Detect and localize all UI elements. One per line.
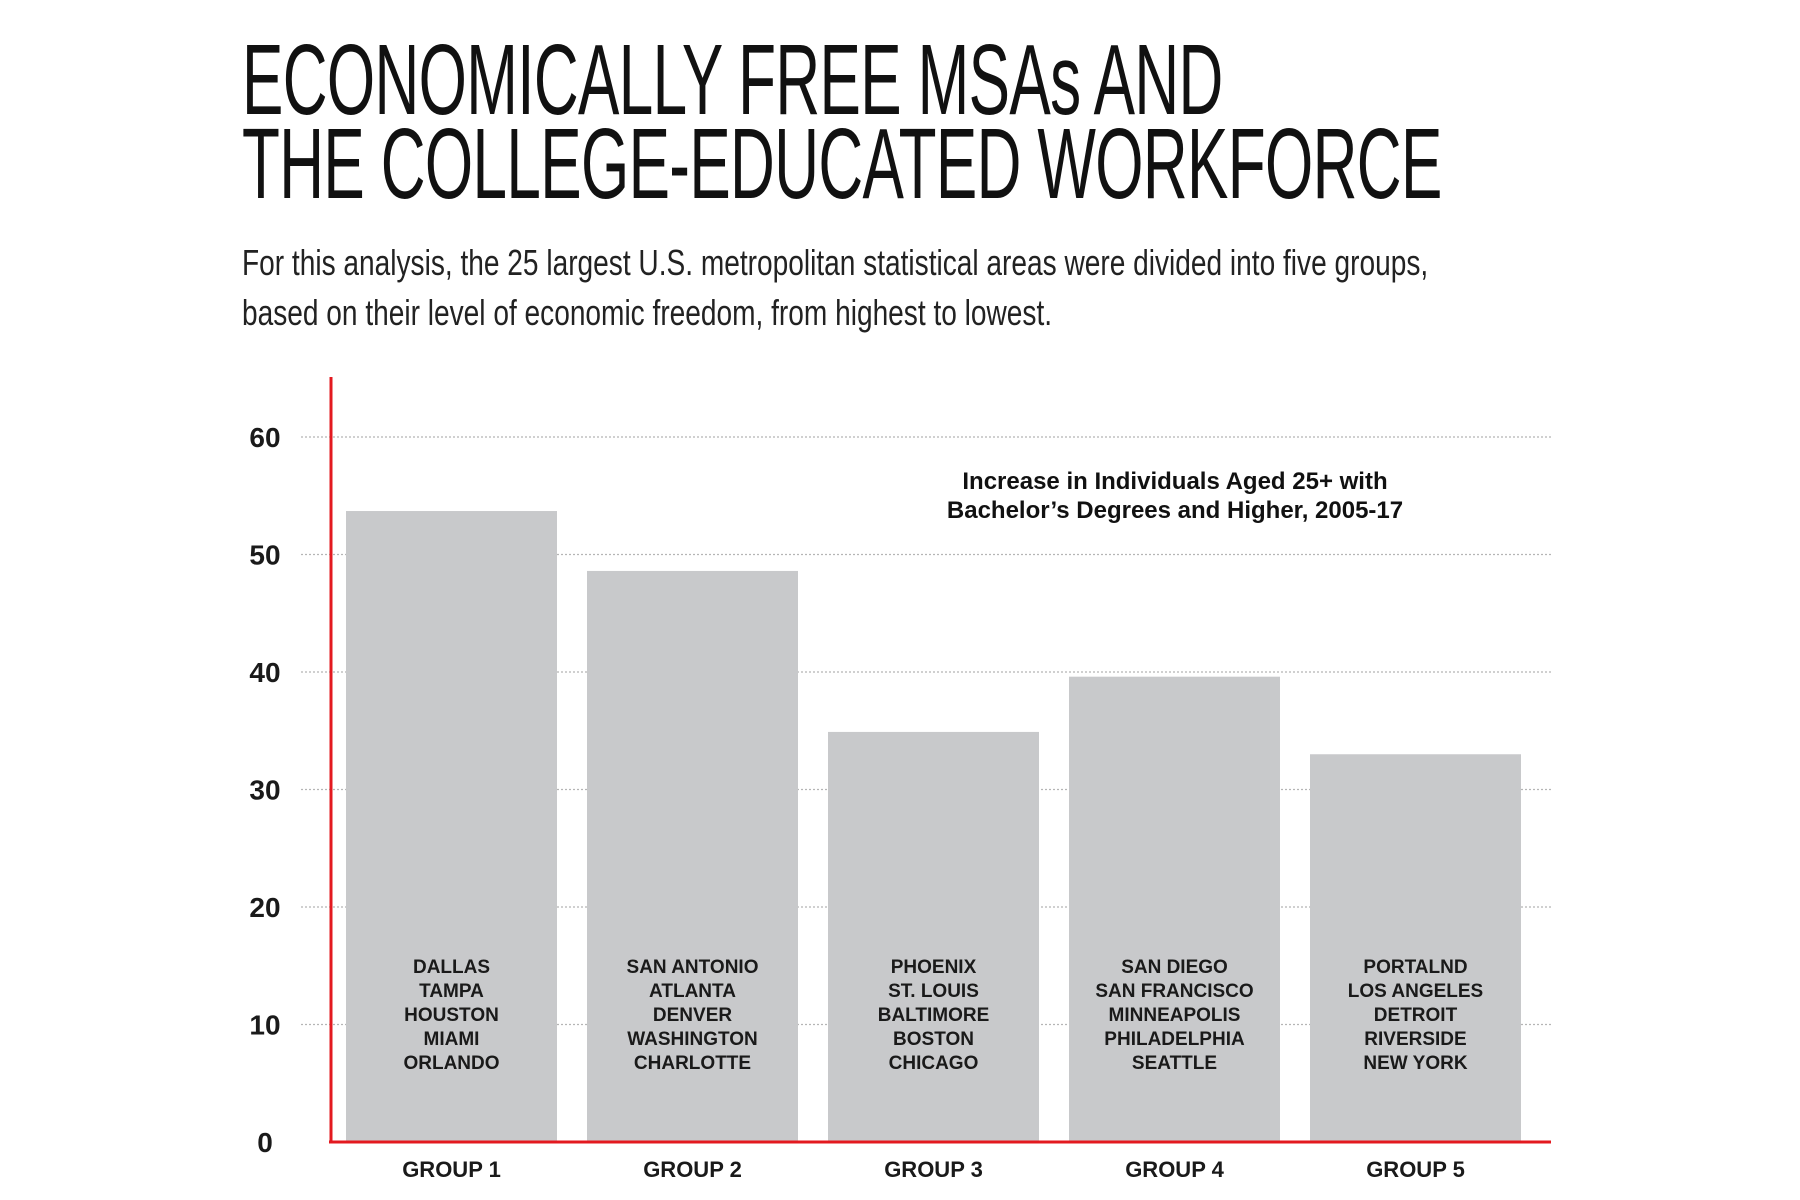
title-line-2: THE COLLEGE-EDUCATED WORKFORCE (242, 108, 1442, 220)
y-tick-label: 60 (249, 422, 280, 453)
chart-annotation: Bachelor’s Degrees and Higher, 2005-17 (947, 497, 1403, 524)
bar-city-label: ORLANDO (403, 1053, 499, 1074)
bar-city-label: SAN FRANCISCO (1095, 981, 1253, 1002)
bar-2 (587, 570, 798, 1142)
x-category-label: GROUP 2 (643, 1157, 742, 1182)
bar-city-label: CHICAGO (889, 1053, 979, 1074)
chart-annotation: Increase in Individuals Aged 25+ with (962, 468, 1387, 495)
chart-title: ECONOMICALLY FREE MSAs AND THE COLLEGE-E… (242, 24, 1442, 220)
bar-city-label: DALLAS (413, 957, 490, 978)
x-category-label: GROUP 5 (1366, 1157, 1465, 1182)
bar-city-label: DENVER (653, 1005, 732, 1026)
bar-city-label: CHARLOTTE (634, 1053, 751, 1074)
y-tick-label: 50 (249, 540, 280, 571)
bar-5 (1310, 754, 1521, 1142)
bar-city-label: BALTIMORE (878, 1005, 990, 1026)
x-category-label: GROUP 3 (884, 1157, 983, 1182)
y-tick-label: 10 (249, 1010, 280, 1041)
bar-city-label: ST. LOUIS (888, 981, 979, 1002)
x-category-label: GROUP 1 (402, 1157, 501, 1182)
bar-city-label: LOS ANGELES (1348, 981, 1483, 1002)
bar-city-label: SEATTLE (1132, 1053, 1217, 1074)
bar-city-label: ATLANTA (649, 981, 736, 1002)
subtitle-line-1: For this analysis, the 25 largest U.S. m… (242, 242, 1429, 283)
bar-city-label: RIVERSIDE (1364, 1029, 1466, 1050)
bar-city-label: MINNEAPOLIS (1109, 1005, 1241, 1026)
bar-1 (346, 511, 557, 1142)
bar-4 (1069, 676, 1280, 1142)
y-tick-label: 20 (249, 892, 280, 923)
subtitle-line-2: based on their level of economic freedom… (242, 292, 1053, 333)
bar-city-label: HOUSTON (404, 1005, 499, 1026)
x-category-label: GROUP 4 (1125, 1157, 1224, 1182)
bar-city-label: DETROIT (1374, 1005, 1458, 1026)
bar-city-label: PHILADELPHIA (1104, 1029, 1245, 1050)
bar-city-label: NEW YORK (1363, 1053, 1467, 1074)
bar-city-label: PORTALND (1363, 957, 1467, 978)
y-tick-label: 30 (249, 775, 280, 806)
bar-city-label: WASHINGTON (627, 1029, 758, 1050)
y-tick-label: 40 (249, 657, 280, 688)
bar-city-label: TAMPA (419, 981, 484, 1002)
bar-city-label: MIAMI (424, 1029, 480, 1050)
bar-city-label: SAN ANTONIO (627, 957, 759, 978)
title-line-1: ECONOMICALLY FREE MSAs AND (242, 24, 1223, 136)
bar-city-label: PHOENIX (891, 957, 977, 978)
bar-city-label: BOSTON (893, 1029, 974, 1050)
bar-city-label: SAN DIEGO (1121, 957, 1228, 978)
y-tick-label: 0 (257, 1127, 273, 1158)
chart-subtitle: For this analysis, the 25 largest U.S. m… (242, 238, 1428, 338)
bar-3 (828, 731, 1039, 1142)
